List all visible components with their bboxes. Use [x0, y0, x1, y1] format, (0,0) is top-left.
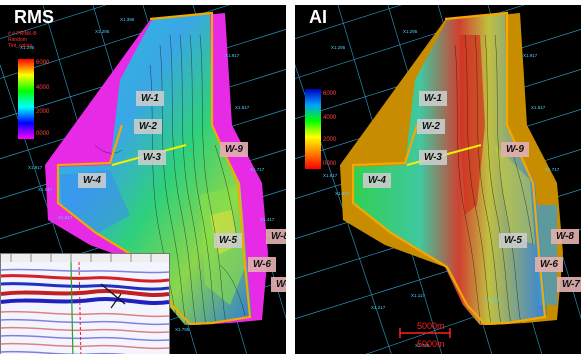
rms-legend-line-1: # # PRINK-B [8, 31, 37, 37]
well-label-w8: W-8 [551, 229, 579, 244]
rms-legend-line-2: Random [8, 37, 27, 43]
scale-bar [399, 328, 451, 338]
rms-legend-header: # # PRINK-B Random Tint_colors [8, 31, 37, 49]
rms-colorbar-tick: 2000 [36, 109, 50, 115]
well-label-w7: W-7 [557, 277, 581, 292]
well-label-w6: W-6 [535, 257, 563, 272]
well-label-w6: W-6 [248, 257, 276, 272]
ai-map-panel: AI 6000 4000 2000 0000 X1.295 X1.295 X1.… [295, 5, 581, 354]
grid-label: X1.295 [95, 29, 110, 34]
grid-label: X1.717 [545, 167, 560, 172]
ai-map-canvas [295, 5, 581, 354]
grid-label: X1.617 [335, 191, 350, 196]
scale-bar-label-top: 5000m [417, 321, 445, 331]
rms-colorbar-tick: 6000 [36, 60, 50, 66]
grid-label: X1.295 [403, 29, 418, 34]
rms-contours [94, 34, 246, 326]
well-label-w4: W-4 [363, 173, 391, 188]
grid-label: X1.817 [235, 105, 250, 110]
well-label-w1: W-1 [419, 91, 447, 106]
grid-label: X1.917 [523, 53, 538, 58]
grid-label: X1.295 [20, 45, 35, 50]
seismic-section-canvas [1, 254, 169, 354]
grid-label: X1.217 [371, 305, 386, 310]
grid-label: X1.795 [415, 343, 430, 348]
well-label-w9: W-9 [220, 142, 248, 157]
rms-map-canvas [0, 5, 286, 354]
seismic-section-inset [0, 253, 170, 354]
grid-label: X1.817 [531, 105, 546, 110]
ai-panel-title: AI [309, 7, 327, 27]
grid-label: X1.395 [120, 17, 135, 22]
well-label-w9: W-9 [501, 142, 529, 157]
rms-colorbar [18, 59, 34, 139]
rms-colorbar-tick: 0000 [36, 131, 50, 137]
rms-colorbar-tick: 4000 [36, 85, 50, 91]
well-label-w3: W-3 [138, 150, 166, 165]
grid-label: X1.817 [58, 215, 73, 220]
well-label-w3: W-3 [419, 150, 447, 165]
well-label-w2: W-2 [134, 119, 162, 134]
rms-map-panel: RMS # # PRINK-B Random Tint_colors 6000 … [0, 5, 286, 354]
grid-label: X1.595 [485, 297, 500, 302]
ai-colorbar [305, 89, 321, 169]
ai-attribute-fill [352, 13, 547, 325]
grid-label: X1.295 [331, 45, 346, 50]
grid-label: X1.417 [260, 217, 275, 222]
well-label-w5: W-5 [499, 233, 527, 248]
well-label-w5: W-5 [214, 233, 242, 248]
grid-label: X1.917 [225, 53, 240, 58]
scale-bar-label-bottom: 5000m [417, 339, 445, 349]
ai-colorbar-tick: 0000 [323, 161, 337, 167]
ai-colorbar-tick: 2000 [323, 137, 337, 143]
grid-label: X1.617 [38, 187, 53, 192]
ai-contours [454, 34, 534, 326]
grid-label: X1.917 [28, 165, 43, 170]
rms-panel-title: RMS [14, 7, 54, 27]
grid-label: X1.795 [175, 327, 190, 332]
well-label-w2: W-2 [417, 119, 445, 134]
grid-label: X1.717 [250, 167, 265, 172]
ai-colorbar-tick: 6000 [323, 91, 337, 97]
grid-label: X1.117 [411, 293, 425, 298]
well-label-w1: W-1 [136, 91, 164, 106]
grid-label: X1.917 [323, 173, 338, 178]
rms-legend-line-3: Tint_colors [8, 43, 33, 49]
well-label-w7: W-7 [271, 277, 286, 292]
well-label-w4: W-4 [78, 173, 106, 188]
well-label-w8: W-8 [266, 229, 286, 244]
ai-colorbar-tick: 4000 [323, 115, 337, 121]
